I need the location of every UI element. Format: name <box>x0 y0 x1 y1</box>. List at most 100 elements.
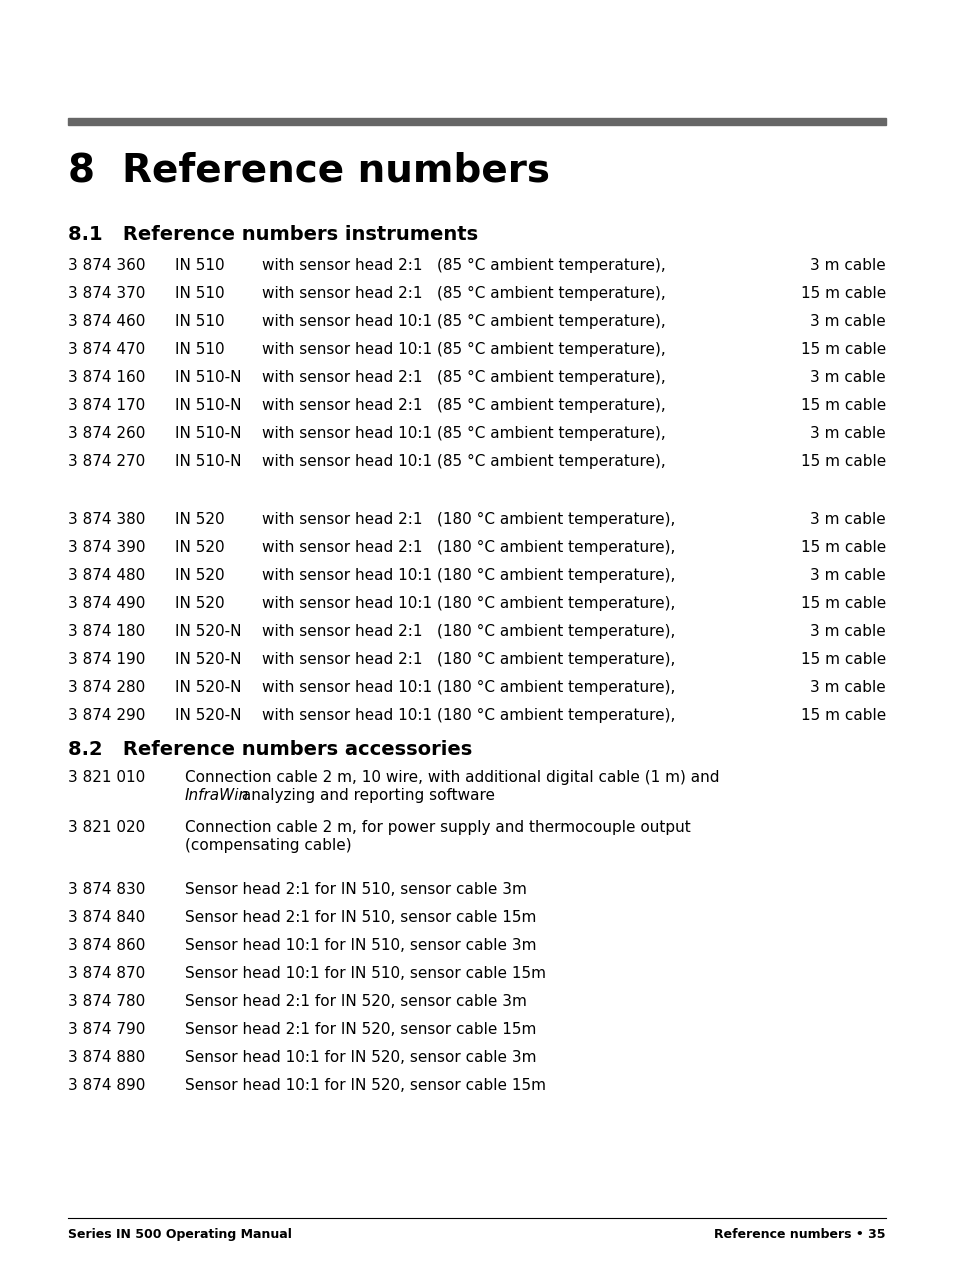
Text: IN 520-N: IN 520-N <box>174 679 241 695</box>
Text: 15 m cable: 15 m cable <box>800 596 885 611</box>
Text: with sensor head 2:1: with sensor head 2:1 <box>262 652 422 667</box>
Text: (180 °C ambient temperature),: (180 °C ambient temperature), <box>436 568 675 583</box>
Text: 3 874 280: 3 874 280 <box>68 679 145 695</box>
Text: 3 874 480: 3 874 480 <box>68 568 145 583</box>
Text: IN 510: IN 510 <box>174 286 224 301</box>
Text: Connection cable 2 m, for power supply and thermocouple output: Connection cable 2 m, for power supply a… <box>185 820 690 834</box>
Text: (85 °C ambient temperature),: (85 °C ambient temperature), <box>436 398 665 413</box>
Text: Series IN 500 Operating Manual: Series IN 500 Operating Manual <box>68 1228 292 1241</box>
Text: (180 °C ambient temperature),: (180 °C ambient temperature), <box>436 624 675 639</box>
Text: 3 874 890: 3 874 890 <box>68 1078 145 1093</box>
Text: 3 874 490: 3 874 490 <box>68 596 145 611</box>
Text: 3 874 160: 3 874 160 <box>68 370 145 385</box>
Text: IN 520-N: IN 520-N <box>174 707 241 723</box>
Text: 3 874 860: 3 874 860 <box>68 939 145 952</box>
Text: 3 m cable: 3 m cable <box>809 258 885 273</box>
Text: 15 m cable: 15 m cable <box>800 540 885 555</box>
Text: with sensor head 2:1: with sensor head 2:1 <box>262 286 422 301</box>
Text: 3 874 380: 3 874 380 <box>68 512 145 527</box>
Text: Sensor head 10:1 for IN 520, sensor cable 3m: Sensor head 10:1 for IN 520, sensor cabl… <box>185 1050 536 1066</box>
Text: 3 874 390: 3 874 390 <box>68 540 146 555</box>
Text: with sensor head 10:1: with sensor head 10:1 <box>262 453 432 469</box>
Text: Connection cable 2 m, 10 wire, with additional digital cable (1 m) and: Connection cable 2 m, 10 wire, with addi… <box>185 770 719 785</box>
Text: (180 °C ambient temperature),: (180 °C ambient temperature), <box>436 679 675 695</box>
Text: 3 874 190: 3 874 190 <box>68 652 145 667</box>
Text: 15 m cable: 15 m cable <box>800 398 885 413</box>
Text: Sensor head 10:1 for IN 520, sensor cable 15m: Sensor head 10:1 for IN 520, sensor cabl… <box>185 1078 545 1093</box>
Text: (85 °C ambient temperature),: (85 °C ambient temperature), <box>436 342 665 357</box>
Text: 15 m cable: 15 m cable <box>800 342 885 357</box>
Text: IN 510-N: IN 510-N <box>174 398 241 413</box>
Text: 3 874 170: 3 874 170 <box>68 398 145 413</box>
Text: 3 874 880: 3 874 880 <box>68 1050 145 1066</box>
Text: analyzing and reporting software: analyzing and reporting software <box>236 787 495 803</box>
Text: 3 874 270: 3 874 270 <box>68 453 145 469</box>
Text: Sensor head 2:1 for IN 510, sensor cable 15m: Sensor head 2:1 for IN 510, sensor cable… <box>185 911 536 925</box>
Text: with sensor head 2:1: with sensor head 2:1 <box>262 398 422 413</box>
Text: IN 510: IN 510 <box>174 314 224 329</box>
Text: with sensor head 2:1: with sensor head 2:1 <box>262 512 422 527</box>
Text: 3 874 180: 3 874 180 <box>68 624 145 639</box>
Text: 15 m cable: 15 m cable <box>800 707 885 723</box>
Text: (180 °C ambient temperature),: (180 °C ambient temperature), <box>436 652 675 667</box>
Text: IN 510-N: IN 510-N <box>174 425 241 441</box>
Text: IN 510: IN 510 <box>174 258 224 273</box>
Text: 3 874 460: 3 874 460 <box>68 314 145 329</box>
Text: 15 m cable: 15 m cable <box>800 652 885 667</box>
Text: 3 874 290: 3 874 290 <box>68 707 145 723</box>
Text: Sensor head 2:1 for IN 510, sensor cable 3m: Sensor head 2:1 for IN 510, sensor cable… <box>185 881 526 897</box>
Text: (180 °C ambient temperature),: (180 °C ambient temperature), <box>436 512 675 527</box>
Text: with sensor head 10:1: with sensor head 10:1 <box>262 707 432 723</box>
Text: 3 874 260: 3 874 260 <box>68 425 145 441</box>
Text: 3 m cable: 3 m cable <box>809 679 885 695</box>
Text: (85 °C ambient temperature),: (85 °C ambient temperature), <box>436 258 665 273</box>
Text: with sensor head 2:1: with sensor head 2:1 <box>262 540 422 555</box>
Text: with sensor head 10:1: with sensor head 10:1 <box>262 596 432 611</box>
Text: 3 874 780: 3 874 780 <box>68 994 145 1008</box>
Text: with sensor head 10:1: with sensor head 10:1 <box>262 314 432 329</box>
Text: 3 m cable: 3 m cable <box>809 425 885 441</box>
Text: IN 510-N: IN 510-N <box>174 453 241 469</box>
Text: with sensor head 2:1: with sensor head 2:1 <box>262 370 422 385</box>
Text: IN 510-N: IN 510-N <box>174 370 241 385</box>
Text: 3 m cable: 3 m cable <box>809 314 885 329</box>
Text: 3 m cable: 3 m cable <box>809 370 885 385</box>
Text: IN 520-N: IN 520-N <box>174 652 241 667</box>
Text: 3 874 370: 3 874 370 <box>68 286 145 301</box>
Text: 8.2   Reference numbers accessories: 8.2 Reference numbers accessories <box>68 740 472 759</box>
Text: 3 m cable: 3 m cable <box>809 512 885 527</box>
Text: Reference numbers • 35: Reference numbers • 35 <box>714 1228 885 1241</box>
Text: (85 °C ambient temperature),: (85 °C ambient temperature), <box>436 453 665 469</box>
Text: IN 520: IN 520 <box>174 512 224 527</box>
Text: (85 °C ambient temperature),: (85 °C ambient temperature), <box>436 370 665 385</box>
Text: IN 520: IN 520 <box>174 596 224 611</box>
Text: 3 874 470: 3 874 470 <box>68 342 145 357</box>
Text: 3 874 360: 3 874 360 <box>68 258 146 273</box>
Text: (85 °C ambient temperature),: (85 °C ambient temperature), <box>436 286 665 301</box>
Text: Sensor head 2:1 for IN 520, sensor cable 3m: Sensor head 2:1 for IN 520, sensor cable… <box>185 994 526 1008</box>
Text: IN 520: IN 520 <box>174 568 224 583</box>
Text: (85 °C ambient temperature),: (85 °C ambient temperature), <box>436 314 665 329</box>
Bar <box>68 118 885 124</box>
Text: with sensor head 10:1: with sensor head 10:1 <box>262 342 432 357</box>
Text: (180 °C ambient temperature),: (180 °C ambient temperature), <box>436 540 675 555</box>
Text: 3 874 790: 3 874 790 <box>68 1022 145 1038</box>
Text: 3 821 010: 3 821 010 <box>68 770 145 785</box>
Text: Sensor head 10:1 for IN 510, sensor cable 15m: Sensor head 10:1 for IN 510, sensor cabl… <box>185 966 545 980</box>
Text: with sensor head 10:1: with sensor head 10:1 <box>262 568 432 583</box>
Text: 3 821 020: 3 821 020 <box>68 820 145 834</box>
Text: (compensating cable): (compensating cable) <box>185 838 352 853</box>
Text: 15 m cable: 15 m cable <box>800 286 885 301</box>
Text: (180 °C ambient temperature),: (180 °C ambient temperature), <box>436 596 675 611</box>
Text: IN 520: IN 520 <box>174 540 224 555</box>
Text: InfraWin: InfraWin <box>185 787 249 803</box>
Text: Sensor head 10:1 for IN 510, sensor cable 3m: Sensor head 10:1 for IN 510, sensor cabl… <box>185 939 536 952</box>
Text: with sensor head 10:1: with sensor head 10:1 <box>262 425 432 441</box>
Text: 8.1   Reference numbers instruments: 8.1 Reference numbers instruments <box>68 225 477 244</box>
Text: with sensor head 2:1: with sensor head 2:1 <box>262 258 422 273</box>
Text: 3 m cable: 3 m cable <box>809 624 885 639</box>
Text: 3 874 830: 3 874 830 <box>68 881 145 897</box>
Text: 3 874 870: 3 874 870 <box>68 966 145 980</box>
Text: (180 °C ambient temperature),: (180 °C ambient temperature), <box>436 707 675 723</box>
Text: 3 874 840: 3 874 840 <box>68 911 145 925</box>
